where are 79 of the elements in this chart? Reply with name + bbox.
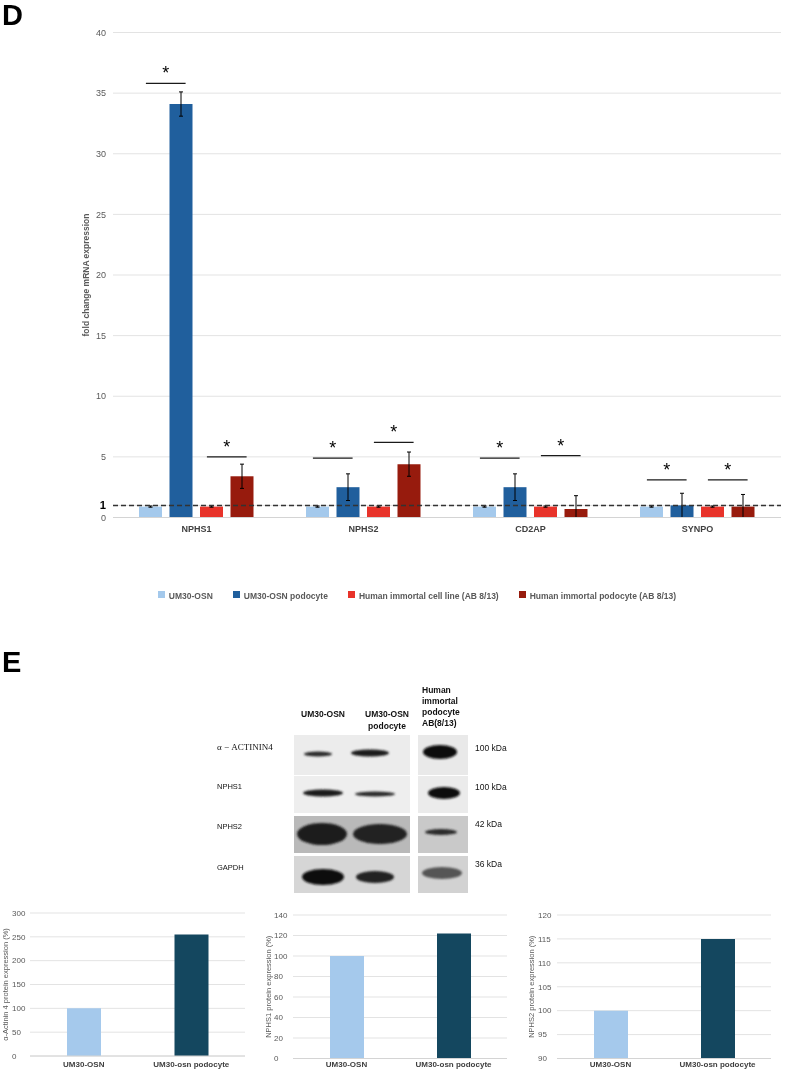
x-tick-label: CD2AP xyxy=(515,523,546,534)
legend-label: Human immortal podocyte (AB 8/13) xyxy=(529,591,677,601)
category-label: 100 kDa xyxy=(475,782,507,792)
y-tick-label: 0 xyxy=(12,1051,17,1061)
x-tick-label: UM30-osn podocyte xyxy=(153,1059,230,1069)
category-label: UM30-OSN podocyte xyxy=(365,709,409,731)
bar xyxy=(139,506,162,518)
y-tick-label: 200 xyxy=(12,956,26,966)
annotation: * xyxy=(329,438,337,459)
y-tick-label: 20 xyxy=(95,270,106,281)
x-tick-label: UM30-OSN xyxy=(589,1060,632,1070)
y-tick-label: 60 xyxy=(274,992,284,1002)
y-tick-label: 150 xyxy=(12,980,26,990)
y-tick-label: 40 xyxy=(274,1013,284,1023)
bar xyxy=(397,464,421,518)
y-tick-label: 250 xyxy=(12,932,26,942)
category-label: Human immortal podocyte AB(8/13) xyxy=(422,684,460,728)
y-tick-label: 120 xyxy=(538,910,552,920)
annotation: * xyxy=(223,436,231,457)
annotation: * xyxy=(390,422,398,443)
y-tick-label: 10 xyxy=(95,391,106,402)
x-tick-label: UM30-osn podocyte xyxy=(415,1060,493,1070)
bar xyxy=(200,506,223,518)
category-label: UM30-OSN xyxy=(301,709,345,719)
y-tick-label: 80 xyxy=(274,972,284,982)
y-tick-label: 50 xyxy=(12,1027,22,1037)
y-tick-label: 105 xyxy=(538,982,552,992)
y-tick-label: 5 xyxy=(100,452,106,463)
y-tick-label: 100 xyxy=(274,951,288,961)
annotation: * xyxy=(557,435,565,456)
y-tick-label: 30 xyxy=(95,148,106,159)
y-tick-label: 140 xyxy=(274,910,288,920)
y-tick-label: 0 xyxy=(274,1054,279,1064)
bar xyxy=(336,487,360,518)
y-tick-label: 115 xyxy=(538,934,552,944)
x-tick-label: SYNPO xyxy=(681,523,714,534)
annotation: * xyxy=(162,63,170,84)
y-tick-label: 40 xyxy=(95,27,106,38)
annotation: * xyxy=(496,438,504,459)
legend-label: Human immortal cell line (AB 8/13) xyxy=(358,591,499,601)
y-tick-label: 25 xyxy=(95,209,106,220)
y-tick-label: 110 xyxy=(538,958,552,968)
category-label: 36 kDa xyxy=(475,859,502,869)
y-tick-label: 300 xyxy=(12,908,26,918)
bar xyxy=(230,476,254,518)
y-tick-label: 95 xyxy=(538,1030,548,1040)
y-axis-title: fold change mRNA expression xyxy=(81,213,91,337)
x-tick-label: NPHS1 xyxy=(181,523,212,534)
bar xyxy=(169,104,193,518)
legend-label: UM30-OSN podocyte xyxy=(243,591,328,601)
y-tick-label: 120 xyxy=(274,931,288,941)
bar xyxy=(503,487,527,518)
y-tick-label: 1 xyxy=(99,499,106,512)
bar xyxy=(564,509,588,518)
legend-label: UM30-OSN xyxy=(168,591,213,601)
y-tick-label: 0 xyxy=(100,512,106,523)
chart-title: D xyxy=(2,0,23,31)
y-tick-label: 100 xyxy=(538,1006,552,1016)
y-tick-label: 90 xyxy=(538,1054,548,1064)
annotation: * xyxy=(724,459,732,480)
category-label: 100 kDa xyxy=(475,743,507,753)
text: E xyxy=(2,645,22,678)
y-tick-label: 15 xyxy=(95,330,106,341)
annotation: * xyxy=(663,459,671,480)
x-tick-label: UM30-OSN xyxy=(63,1059,105,1069)
bar xyxy=(701,506,724,518)
category-label: 42 kDa xyxy=(475,819,502,829)
x-tick-label: NPHS2 xyxy=(348,523,379,534)
y-tick-label: 100 xyxy=(12,1004,26,1014)
x-tick-label: UM30-osn podocyte xyxy=(679,1060,757,1070)
bar xyxy=(640,506,663,518)
y-tick-label: 20 xyxy=(274,1033,284,1043)
category-label: α − ACTININ4 xyxy=(217,742,273,752)
bar xyxy=(534,506,557,518)
bar xyxy=(473,506,496,518)
x-tick-label: UM30-OSN xyxy=(325,1060,368,1070)
bar xyxy=(306,506,329,518)
y-tick-label: 35 xyxy=(95,88,106,99)
bar xyxy=(367,506,390,518)
